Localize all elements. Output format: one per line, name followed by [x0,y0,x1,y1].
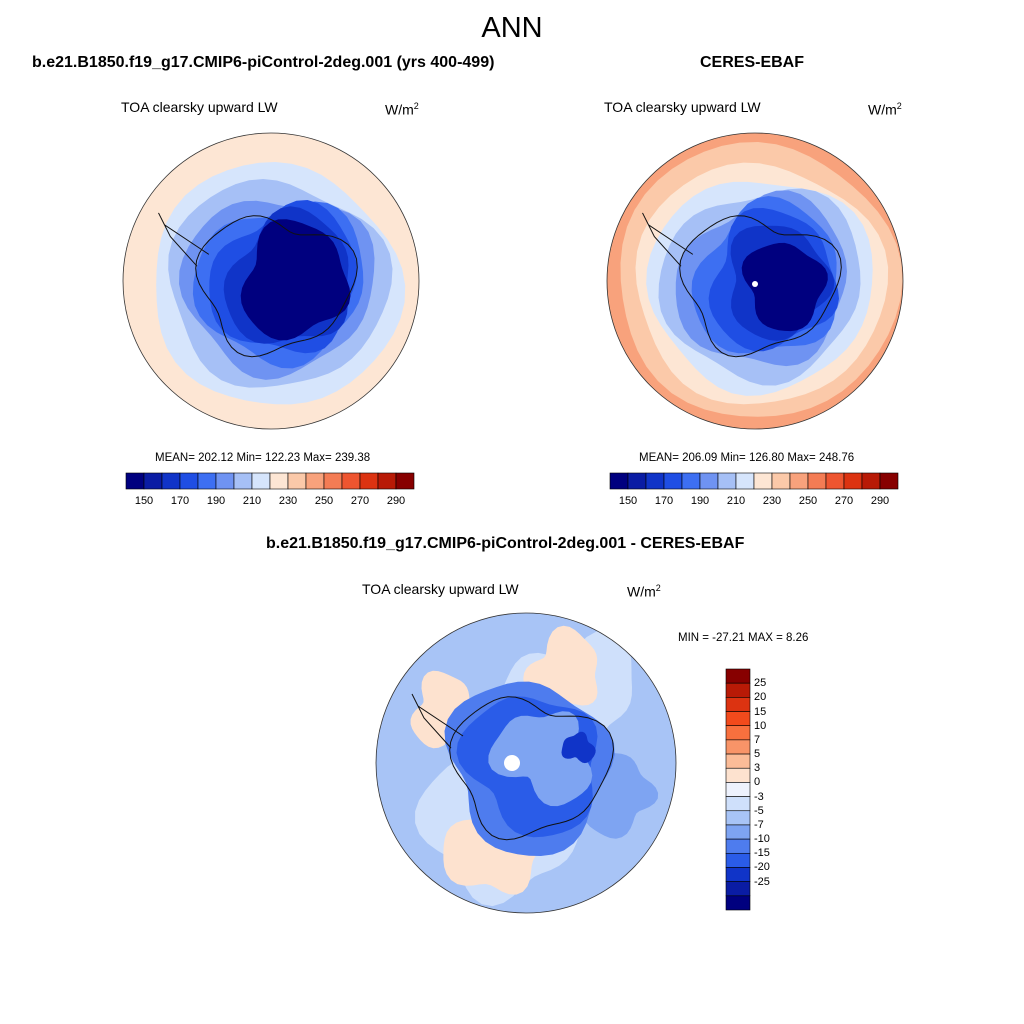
colorbar-swatch [725,668,751,684]
colorbar-tick-label: 210 [726,495,746,507]
panel-3-stats: MIN = -27.21 MAX = 8.26 [678,632,809,644]
contour-band [488,711,593,807]
colorbar-tick-label: 190 [690,495,710,507]
colorbar-tick-label: 290 [386,495,406,507]
colorbar-tick-label: 210 [242,495,262,507]
panel-2-variable: TOA clearsky upward LW [604,99,761,115]
colorbar-tick-label: 230 [762,495,782,507]
colorbar-swatch [725,881,751,897]
antarctic-peninsula-coastline [642,212,694,267]
colorbar-tick-label: -3 [754,790,764,803]
antarctica-coastline [195,215,358,358]
colorbar-swatch [725,810,751,826]
panel-2-title: CERES-EBAF [700,54,805,71]
panel-2-units: W/m2 [868,101,902,118]
panel-2-stats: MEAN= 206.09 Min= 126.80 Max= 248.76 [639,452,855,464]
colorbar-tick-label: 270 [834,495,854,507]
colorbar-tick-label: 15 [754,705,767,718]
colorbar-swatch [725,867,751,882]
colorbar-tick-label: 10 [754,719,767,732]
colorbar-swatch [395,472,415,490]
map-boundary [606,132,904,430]
colorbar-tick-label: -5 [754,804,764,817]
colorbar-tick-label: 7 [754,733,761,746]
map-boundary [122,132,420,430]
colorbar-tick-label: 0 [754,776,761,789]
colorbar-tick-label: -25 [754,875,770,888]
panel-1-units: W/m2 [385,101,419,118]
figure-title: ANN [481,12,543,44]
colorbar-swatch [725,697,751,712]
panel-3-variable: TOA clearsky upward LW [362,581,519,597]
colorbar-swatch [725,838,751,854]
antarctica-coastline [679,215,842,358]
colorbar-tick-label: 250 [798,495,818,507]
panel-1-stats: MEAN= 202.12 Min= 122.23 Max= 239.38 [155,452,371,464]
colorbar-tick-label: 250 [314,495,334,507]
colorbar-tick-label: 150 [134,495,154,507]
pole-missing-data [504,755,520,771]
panel-1-title: b.e21.B1850.f19_g17.CMIP6-piControl-2deg… [32,54,495,71]
colorbar-swatch [879,472,899,490]
colorbar-tick-label: 25 [754,677,767,690]
pole-missing-data [752,281,758,287]
antarctica-coastline [449,696,615,841]
colorbar-tick-label: 270 [350,495,370,507]
colorbar-swatch [725,796,751,812]
colorbar-swatch [725,782,751,797]
colorbar-swatch [725,739,751,755]
colorbar-tick-label: -15 [754,847,770,860]
colorbar-tick-label: -20 [754,861,770,874]
panel-3-units: W/m2 [627,583,661,600]
map-boundary [375,612,677,914]
colorbar-tick-label: 170 [170,495,190,507]
colorbar-tick-label: 230 [278,495,298,507]
contour-band [561,731,596,764]
colorbar-swatch [725,852,751,868]
contour-band [240,219,351,341]
panel-1-variable: TOA clearsky upward LW [121,99,278,115]
colorbar-tick-label: 20 [754,691,767,704]
contour-band [741,242,828,332]
colorbar-tick-label: 290 [870,495,890,507]
colorbar-swatch [725,682,751,698]
colorbar-swatch [725,725,751,741]
colorbar-swatch [725,824,751,840]
antarctic-peninsula-coastline [158,212,210,267]
colorbar-swatch [725,711,751,727]
colorbar-tick-label: 150 [618,495,638,507]
colorbar-swatch [725,767,751,783]
colorbar-tick-label: -7 [754,818,764,831]
colorbar-tick-label: 3 [754,762,761,775]
colorbar-tick-label: -10 [754,833,770,846]
colorbar-tick-label: 190 [206,495,226,507]
panel-3-title: b.e21.B1850.f19_g17.CMIP6-piControl-2deg… [266,535,745,552]
colorbar-swatch [725,753,751,769]
colorbar-tick-label: 170 [654,495,674,507]
colorbar-swatch [725,895,751,911]
colorbar-tick-label: 5 [754,748,761,761]
antarctic-peninsula-coastline [411,693,464,749]
